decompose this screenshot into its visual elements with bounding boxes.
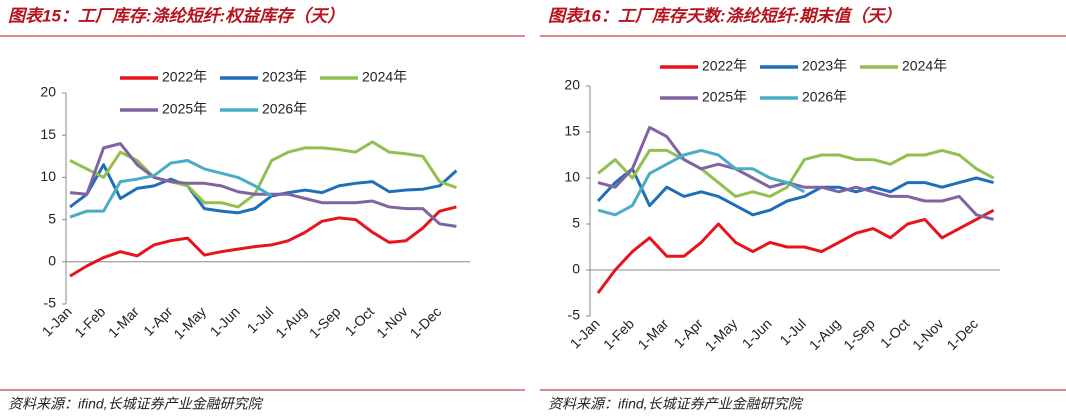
series-line	[596, 167, 994, 217]
x-tick-label: 1-Aug	[272, 303, 310, 341]
y-tick-label: 10	[564, 169, 580, 185]
series-line	[597, 125, 994, 221]
y-tick-label: 10	[40, 168, 56, 184]
legend-label: 2024年	[902, 58, 947, 74]
x-tick-label: 1-Jun	[207, 303, 243, 339]
legend-label: 2026年	[262, 101, 307, 117]
x-tick-label: 1-Nov	[373, 303, 411, 341]
chart-title: 图表16：工厂库存天数:涤纶短纤:期末值（天）	[548, 6, 901, 25]
source-note: 资料来源：ifind,长城证券产业金融研究院	[548, 396, 804, 412]
x-tick-label: 1-May	[170, 303, 209, 342]
legend-label: 2025年	[162, 101, 207, 117]
y-tick-label: 5	[572, 215, 580, 231]
y-tick-label: 15	[564, 123, 580, 139]
x-tick-label: 1-Sep	[306, 303, 344, 341]
series-line	[596, 208, 995, 294]
x-tick-label: 1-May	[702, 315, 741, 354]
legend-label: 2024年	[362, 69, 407, 85]
y-tick-label: 0	[48, 253, 56, 269]
source-note: 资料来源：ifind,长城证券产业金融研究院	[8, 396, 264, 412]
legend-label: 2023年	[802, 58, 847, 74]
legend-label: 2023年	[262, 69, 307, 85]
x-tick-label: 1-Oct	[342, 303, 378, 339]
series-line	[597, 148, 806, 217]
x-tick-label: 1-Mar	[634, 315, 671, 352]
series-line	[69, 163, 458, 215]
legend-label: 2025年	[702, 89, 747, 105]
legend-label: 2026年	[802, 89, 847, 105]
x-tick-label: 1-Feb	[600, 315, 637, 352]
x-tick-label: 1-Jul	[776, 315, 809, 348]
x-tick-label: 1-Feb	[71, 303, 108, 340]
y-tick-label: 0	[572, 261, 580, 277]
series-line	[69, 142, 457, 228]
y-tick-label: 15	[40, 126, 56, 142]
x-tick-label: 1-Jul	[244, 303, 277, 336]
x-tick-label: 1-Nov	[909, 315, 947, 353]
y-tick-label: -5	[568, 307, 581, 323]
y-tick-label: 20	[40, 84, 56, 100]
x-tick-label: 1-Dec	[943, 315, 981, 353]
legend-label: 2022年	[702, 58, 747, 74]
x-tick-label: 1-Apr	[140, 303, 176, 339]
x-tick-label: 1-Oct	[877, 315, 913, 351]
x-tick-label: 1-Aug	[806, 315, 844, 353]
x-tick-label: 1-Mar	[105, 303, 142, 340]
series-line	[69, 205, 457, 278]
legend-label: 2022年	[162, 69, 207, 85]
chart-title: 图表15：工厂库存:涤纶短纤:权益库存（天）	[8, 6, 344, 25]
x-tick-label: 1-Sep	[840, 315, 878, 353]
y-tick-label: 5	[48, 210, 56, 226]
x-tick-label: 1-Dec	[407, 303, 445, 341]
y-tick-label: -5	[44, 295, 57, 311]
x-tick-label: 1-Apr	[670, 315, 706, 351]
series-line	[597, 148, 995, 198]
series-line	[69, 159, 273, 219]
y-tick-label: 20	[564, 77, 580, 93]
x-tick-label: 1-Jun	[739, 315, 775, 351]
